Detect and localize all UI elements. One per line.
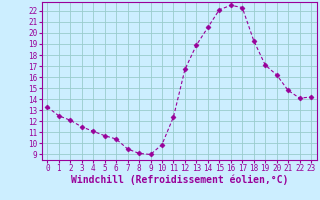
X-axis label: Windchill (Refroidissement éolien,°C): Windchill (Refroidissement éolien,°C) [70,175,288,185]
